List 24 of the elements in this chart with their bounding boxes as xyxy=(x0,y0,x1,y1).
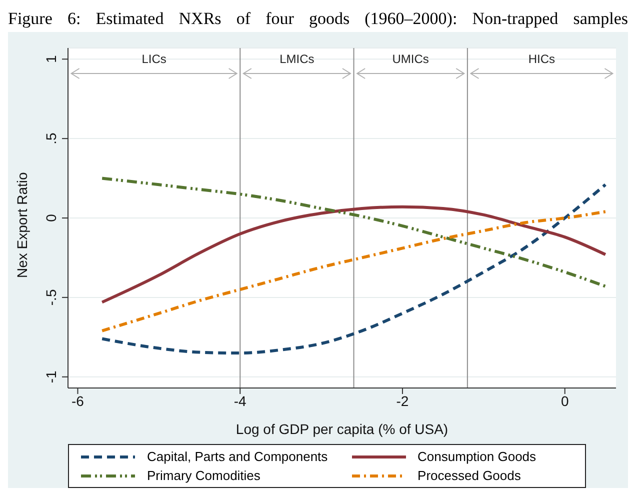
x-tick-label: 0 xyxy=(560,392,569,409)
line-series xyxy=(100,205,607,304)
y-tick-label: -1 xyxy=(43,370,59,384)
annotation: LICs xyxy=(142,52,166,66)
x-axis-title: Log of GDP per capita (% of USA) xyxy=(236,421,448,437)
y-tick-label: 1 xyxy=(43,55,59,64)
annotation: HICs xyxy=(528,52,556,66)
legend-label: Processed Goods xyxy=(418,468,521,483)
x-tick-label: -6 xyxy=(72,392,84,409)
y-tick-label: -.5 xyxy=(43,289,59,306)
x-tick-label: -2 xyxy=(396,392,409,409)
legend-label: Capital, Parts and Components xyxy=(147,449,328,464)
annotation: UMICs xyxy=(392,52,429,66)
chart-title: Figure 6: Estimated NXRs of four goods (1960–2000): Non-trapped samples xyxy=(8,8,628,30)
y-tick-label: 0 xyxy=(43,214,59,222)
y-tick-label: .5 xyxy=(43,132,59,144)
legend-label: Primary Comodities xyxy=(147,468,260,483)
y-axis-title: Nex Export Ratio xyxy=(14,172,30,278)
legend-label: Consumption Goods xyxy=(418,449,536,464)
line-series xyxy=(100,176,607,288)
x-tick-label: -4 xyxy=(234,392,247,409)
line-series xyxy=(100,183,607,355)
annotation: LMICs xyxy=(280,52,314,66)
line-series xyxy=(100,210,607,332)
